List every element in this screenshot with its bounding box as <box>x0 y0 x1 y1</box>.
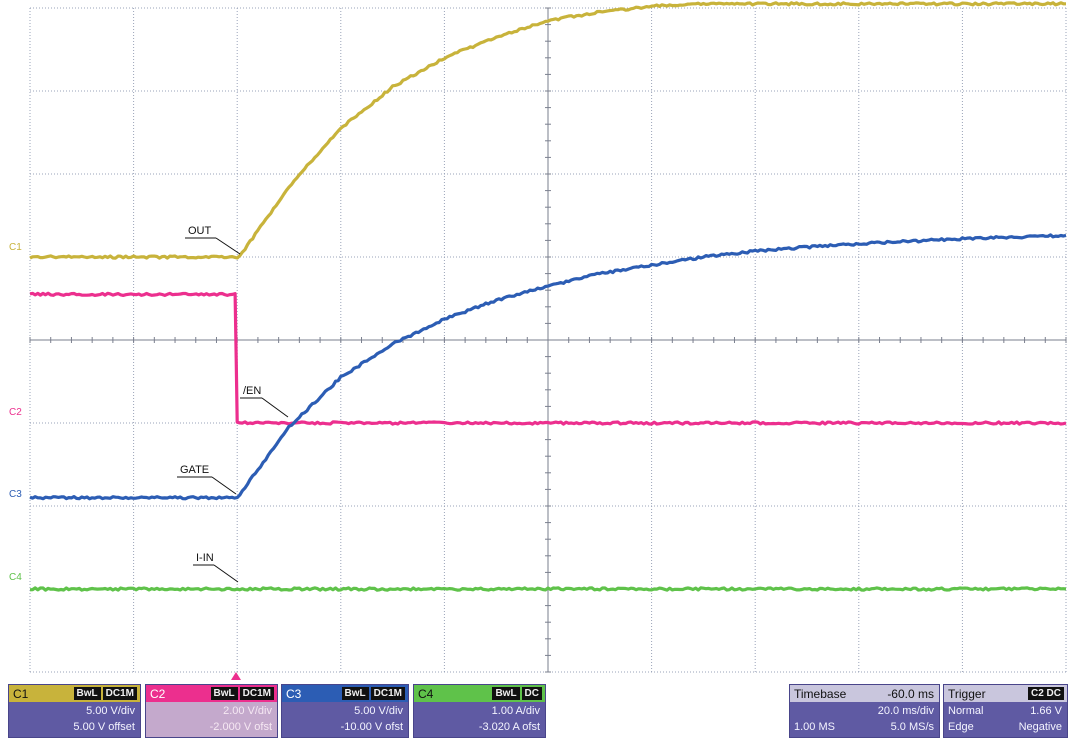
channel-panel-c2-header: C2 BwL DC1M <box>146 685 277 702</box>
c1-ground-marker: C1 <box>9 242 22 253</box>
timebase-samples: 1.00 MS <box>794 721 835 733</box>
bandwidth-tag: BwL <box>342 687 369 700</box>
channel-panel-c1-header: C1 BwL DC1M <box>9 685 140 702</box>
timebase-per-div: 20.0 ms/div <box>878 705 934 717</box>
coupling-tag: DC1M <box>240 687 274 700</box>
bandwidth-tag: BwL <box>492 687 519 700</box>
coupling-tag: DC1M <box>103 687 137 700</box>
channel-scale: 5.00 V/div <box>86 705 135 717</box>
timebase-delay: -60.0 ms <box>887 687 934 701</box>
channel-name: C2 <box>150 687 165 701</box>
channel-offset: 5.00 V offset <box>73 721 135 733</box>
channel-name: C4 <box>418 687 433 701</box>
label-iin-text: I-IN <box>196 552 214 564</box>
channel-offset: -3.020 A ofst <box>479 721 540 733</box>
timebase-sample-rate: 5.0 MS/s <box>891 721 934 733</box>
channel-scale: 2.00 V/div <box>223 705 272 717</box>
channel-panel-c3[interactable]: C3 BwL DC1M 5.00 V/div -10.00 V ofst <box>281 684 409 738</box>
bandwidth-tag: BwL <box>211 687 238 700</box>
label-en-text: /EN <box>243 385 261 397</box>
timebase-panel[interactable]: Timebase -60.0 ms 20.0 ms/div 1.00 MS 5.… <box>789 684 940 738</box>
channel-offset: -10.00 V ofst <box>341 721 403 733</box>
coupling-tag: DC1M <box>371 687 405 700</box>
label-out-text: OUT <box>188 225 212 237</box>
trigger-position-marker <box>231 672 241 680</box>
label-gate-text: GATE <box>180 464 209 476</box>
channel-offset: -2.000 V ofst <box>210 721 272 733</box>
bandwidth-tag: BwL <box>74 687 101 700</box>
channel-panel-c2[interactable]: C2 BwL DC1M 2.00 V/div -2.000 V ofst <box>145 684 278 738</box>
channel-panel-c4[interactable]: C4 BwL DC 1.00 A/div -3.020 A ofst <box>413 684 546 738</box>
coupling-tag: DC <box>522 687 542 700</box>
trigger-type: Edge <box>948 721 974 733</box>
timebase-title: Timebase <box>794 687 846 701</box>
trigger-panel[interactable]: Trigger C2 DC Normal 1.66 V Edge Negativ… <box>943 684 1068 738</box>
channel-panel-c3-header: C3 BwL DC1M <box>282 685 408 702</box>
trigger-source-tag: C2 DC <box>1028 687 1064 700</box>
trigger-slope: Negative <box>1019 721 1062 733</box>
c4-ground-marker: C4 <box>9 572 22 583</box>
trigger-level: 1.66 V <box>1030 705 1062 717</box>
trigger-mode: Normal <box>948 705 983 717</box>
channel-panel-c4-header: C4 BwL DC <box>414 685 545 702</box>
channel-panel-c1[interactable]: C1 BwL DC1M 5.00 V/div 5.00 V offset <box>8 684 141 738</box>
c2-ground-marker: C2 <box>9 407 22 418</box>
channel-name: C3 <box>286 687 301 701</box>
trace-i-in <box>30 588 1066 590</box>
trigger-title: Trigger <box>948 687 986 701</box>
c3-ground-marker: C3 <box>9 489 22 500</box>
channel-name: C1 <box>13 687 28 701</box>
channel-scale: 1.00 A/div <box>492 705 540 717</box>
channel-scale: 5.00 V/div <box>354 705 403 717</box>
